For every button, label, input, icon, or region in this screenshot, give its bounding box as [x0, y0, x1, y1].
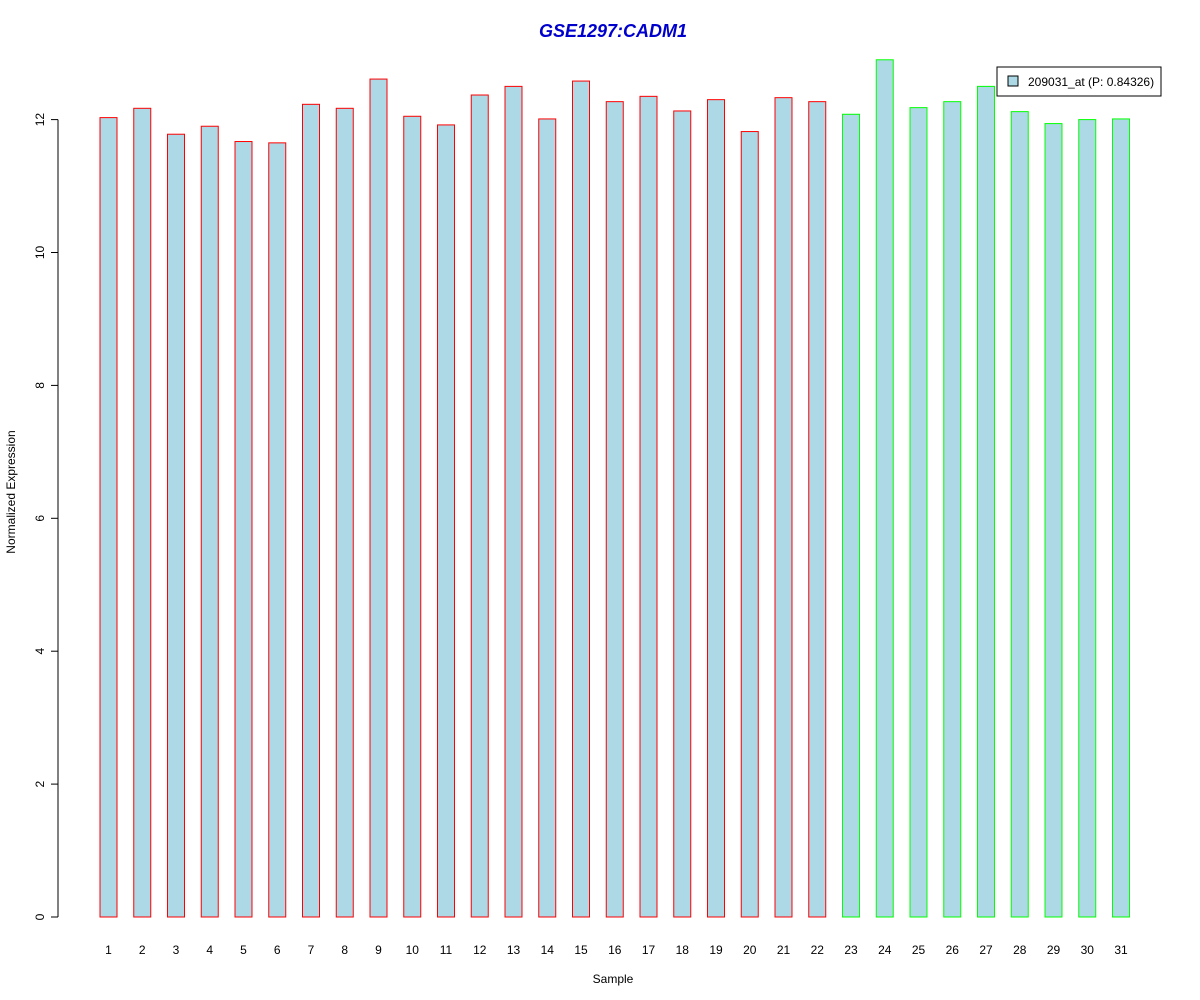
legend-label: 209031_at (P: 0.84326) [1028, 75, 1154, 89]
x-tick-label: 20 [743, 943, 757, 957]
x-tick-label: 25 [912, 943, 926, 957]
x-tick-label: 29 [1047, 943, 1061, 957]
bar [99, 117, 118, 918]
x-tick-label: 31 [1114, 943, 1128, 957]
bar [504, 85, 523, 918]
y-axis-title: Normalized Expression [4, 430, 18, 553]
bar [1044, 123, 1063, 918]
bar [572, 80, 590, 918]
bar [639, 95, 658, 918]
x-tick-label: 8 [341, 943, 348, 957]
bar [875, 59, 894, 918]
bar [369, 78, 388, 918]
y-tick-label: 6 [33, 515, 47, 522]
y-tick-label: 10 [33, 246, 47, 260]
bar-series [99, 59, 1130, 918]
x-tick-label: 13 [507, 943, 521, 957]
y-tick-label: 0 [33, 913, 47, 920]
x-tick-label: 24 [878, 943, 892, 957]
bar [1112, 118, 1130, 918]
x-tick-label: 15 [574, 943, 588, 957]
x-tick-label: 23 [844, 943, 858, 957]
bar [1010, 111, 1029, 918]
x-tick-label: 5 [240, 943, 247, 957]
bar [133, 107, 152, 918]
x-tick-label: 18 [676, 943, 690, 957]
x-tick-label: 16 [608, 943, 622, 957]
bar [200, 125, 219, 918]
bar [842, 113, 860, 918]
bar [302, 103, 320, 918]
legend: 209031_at (P: 0.84326) [996, 66, 1162, 97]
bar [167, 133, 185, 918]
x-tick-label: 14 [541, 943, 555, 957]
bar [403, 115, 422, 918]
x-tick-label: 28 [1013, 943, 1027, 957]
x-tick-label: 9 [375, 943, 382, 957]
bar [335, 107, 354, 918]
y-axis: 0 2 4 6 8 10 12 [33, 113, 59, 920]
legend-swatch [1007, 75, 1019, 87]
y-tick-label: 8 [33, 382, 47, 389]
x-tick-label: 6 [274, 943, 281, 957]
legend-box [996, 66, 1162, 97]
y-tick-label: 12 [33, 113, 47, 127]
x-tick-label: 30 [1081, 943, 1095, 957]
bar [605, 101, 624, 918]
x-tick-label: 10 [406, 943, 420, 957]
bar [538, 118, 557, 918]
x-tick-label: 3 [173, 943, 180, 957]
bar [740, 131, 759, 918]
x-tick-label: 19 [709, 943, 723, 957]
x-tick-labels: 1 2 3 4 5 6 7 8 9 10 11 12 13 14 15 16 17 18 19 20 21 22 23 24 2… [105, 943, 1128, 957]
bar [707, 99, 725, 918]
bar [943, 101, 962, 918]
bar [234, 141, 253, 918]
bar [437, 124, 455, 918]
y-tick-label: 2 [33, 780, 47, 787]
x-axis-title: Sample [593, 972, 634, 986]
x-tick-label: 26 [946, 943, 960, 957]
x-tick-label: 12 [473, 943, 487, 957]
x-tick-label: 7 [308, 943, 315, 957]
bar [673, 110, 692, 918]
x-tick-label: 17 [642, 943, 656, 957]
y-tick-label: 4 [33, 648, 47, 655]
bar [808, 101, 827, 918]
x-tick-label: 22 [811, 943, 825, 957]
x-tick-label: 21 [777, 943, 791, 957]
x-tick-label: 2 [139, 943, 146, 957]
bar [1078, 119, 1097, 918]
bar [977, 85, 995, 918]
bar [774, 97, 793, 918]
bar [909, 107, 928, 918]
bar [470, 94, 489, 918]
x-tick-label: 27 [979, 943, 993, 957]
x-tick-label: 11 [440, 943, 453, 957]
chart-title: GSE1297:CADM1 [539, 21, 687, 41]
bar [268, 142, 287, 918]
x-tick-label: 1 [105, 943, 112, 957]
x-tick-label: 4 [206, 943, 213, 957]
